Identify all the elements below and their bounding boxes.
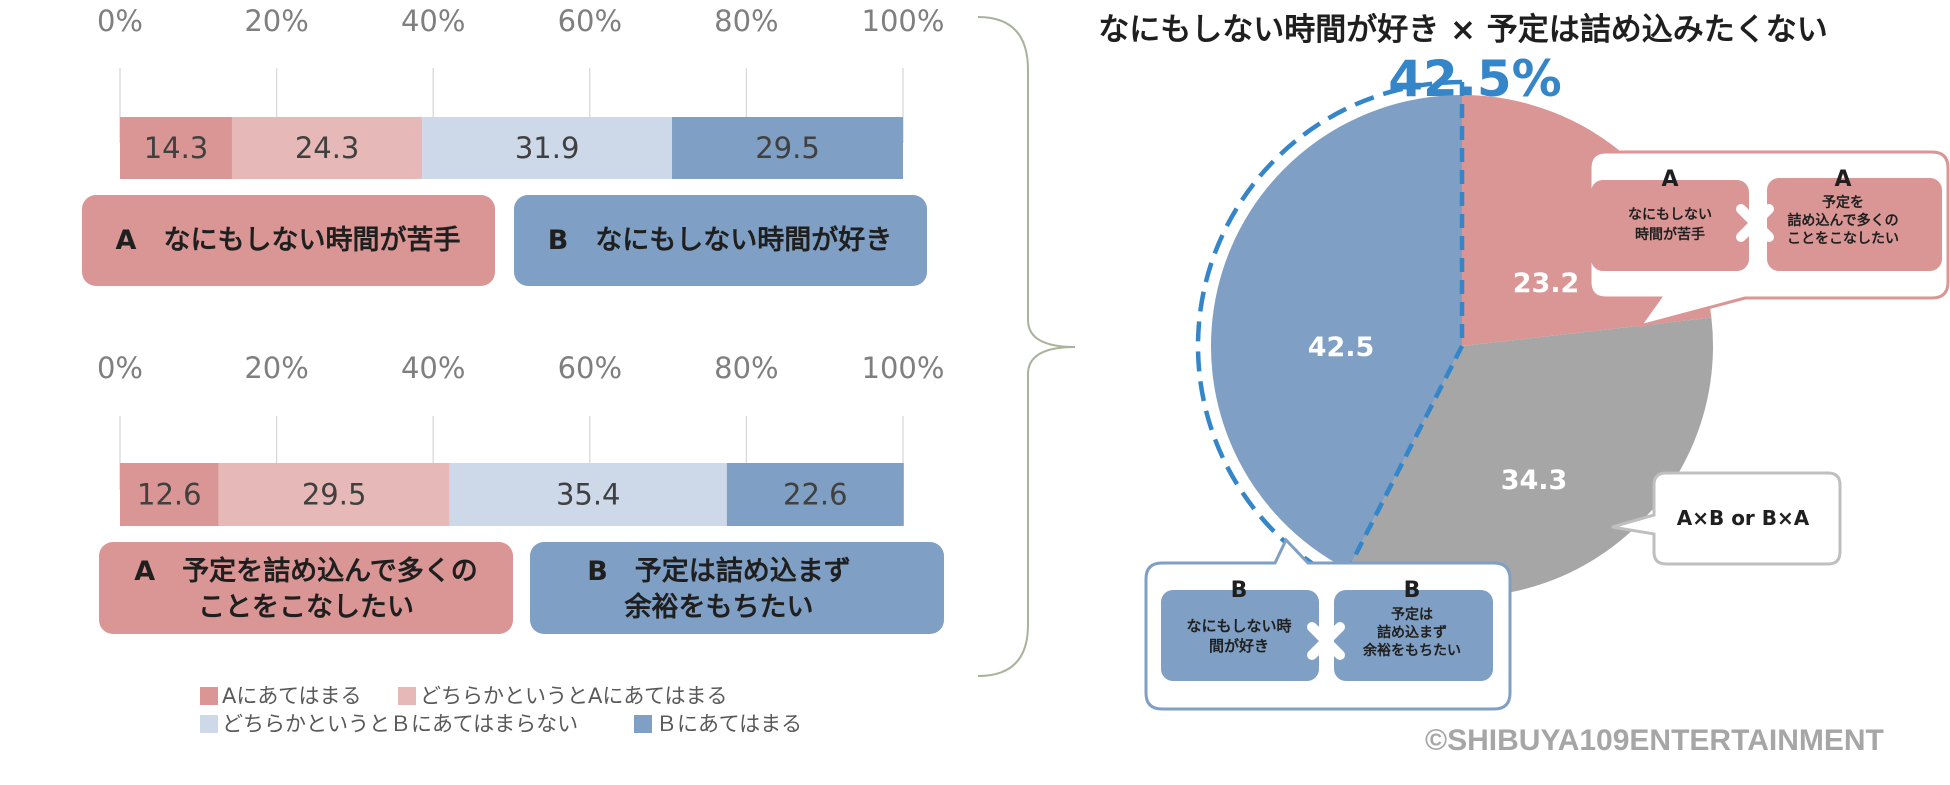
bar-segment [120,463,219,526]
callout-head: A [1661,167,1678,192]
x-tick-label: 80% [714,351,778,385]
data-label: 29.5 [755,131,820,165]
legend-label: Ｂにあてはまる [656,712,802,736]
legend-swatch [398,687,416,705]
pie-data-label: 23.2 [1513,268,1580,299]
callout-text: 余裕をもちたい [1362,642,1461,659]
callout-text: ことをこなしたい [1787,231,1899,247]
x-tick-label: 40% [401,351,465,385]
bar-segment [218,463,450,526]
bar-segment [422,117,673,179]
callout-box-a [1767,178,1942,271]
data-label: 35.4 [556,478,621,512]
bar-segment [120,117,232,179]
legend-swatch [200,715,218,733]
callout-head: B [1231,578,1248,603]
legend-label: どちらかというとAにあてはまる [420,684,728,708]
copyright-text: ©SHIBUYA109ENTERTAINMENT [1425,724,1884,757]
data-label: 31.9 [515,131,580,165]
label-a-text: A なにもしない時間が苦手 [116,224,461,256]
callout-box-b [1334,590,1493,681]
label-box-b [514,195,927,286]
x-tick-label: 20% [244,4,308,38]
callout-mixed [1611,471,1842,566]
pie-title: なにもしない時間が好き × 予定は詰め込みたくない [1098,12,1828,48]
x-tick-label: 80% [714,4,778,38]
brace-connector [977,16,1076,677]
label-a-text: A 予定を詰め込んで多くの [134,555,478,587]
label-b-text: B なにもしない時間が好き [548,224,893,256]
callout-text: なにもしない時 [1186,617,1291,635]
x-tick-label: 0% [97,4,143,38]
bar-chart-2: 0% 20% 40% 60% 80% 100% 12.6 29.5 35.4 22.6 [97,351,944,526]
x-tick-label: 60% [558,4,622,38]
callout-text: 予定は [1391,606,1433,623]
legend-label: Aにあてはまる [222,684,362,708]
bar-segment [726,463,904,526]
label-b-text: 余裕をもちたい [624,591,814,623]
bar-segment [231,117,423,179]
callout-head: B [1404,578,1421,603]
callout-box-a [1591,180,1749,271]
highlight-edge [1346,82,1465,571]
callout-text: 時間が苦手 [1635,226,1705,243]
legend-swatch [200,687,218,705]
callout-mixed-text: A×B or B×A [1677,506,1810,530]
label-box-a [82,195,495,286]
bar-segment [449,463,727,526]
x-tick-label: 100% [862,351,945,385]
x-tick-label: 60% [558,351,622,385]
callout-text: 予定を [1822,194,1864,211]
label-box-a [99,542,513,634]
x-tick-label: 100% [862,4,945,38]
data-label: 12.6 [137,478,202,512]
pie-slice [1211,95,1462,570]
x-tick-label: 20% [244,351,308,385]
callout-head: A [1834,167,1851,192]
callout-text: なにもしない [1628,207,1712,223]
data-label: 22.6 [783,478,848,512]
label-box-b [530,542,944,634]
bar-chart-1: 0% 20% 40% 60% 80% 100% 14.3 24.3 31.9 29.5 [97,4,944,179]
label-a-text: ことをこなしたい [198,592,414,623]
bar-segment [672,117,903,179]
data-label: 24.3 [295,131,360,165]
pie-data-label: 34.3 [1501,465,1568,496]
label-b-text: B 予定は詰め込まず [587,555,851,587]
callout-text: 詰め込んで多くの [1787,212,1898,229]
callout-text: 詰め込まず [1377,624,1447,641]
legend-label: どちらかというとＢにあてはまらない [222,712,578,736]
x-tick-label: 0% [97,351,143,385]
data-label: 14.3 [144,131,209,165]
callout-text: 間が好き [1209,637,1269,655]
cross-icon [1307,622,1345,660]
legend-swatch [634,715,652,733]
x-tick-label: 40% [401,4,465,38]
callout-box-b [1161,590,1319,681]
data-label: 29.5 [302,478,367,512]
highlight-arc [1195,79,1463,584]
cross-icon [1736,204,1774,242]
pie-data-label: 42.5 [1308,332,1375,363]
